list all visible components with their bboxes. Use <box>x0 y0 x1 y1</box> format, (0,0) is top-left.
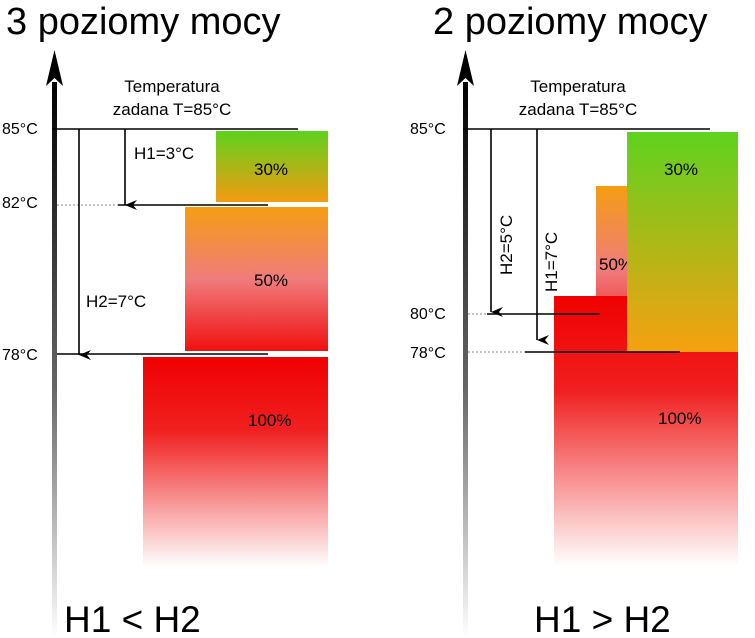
left-caption: H1 < H2 <box>64 599 201 638</box>
left-label-30: 30% <box>254 160 288 179</box>
left-title: 3 poziomy mocy <box>6 1 281 43</box>
left-setpoint-line1: Temperatura <box>124 77 220 96</box>
right-tick-85: 85°C <box>410 121 446 138</box>
right-h2-label: H2=5°C <box>497 215 516 275</box>
right-label-30: 30% <box>664 160 698 179</box>
right-setpoint-line1: Temperatura <box>530 77 626 96</box>
left-setpoint-line2: zadana T=85°C <box>113 100 232 119</box>
right-caption: H1 > H2 <box>534 599 671 638</box>
right-axis-arrow-icon <box>457 50 474 86</box>
left-h1-label: H1=3°C <box>134 144 194 163</box>
right-temperature-axis <box>463 82 468 638</box>
right-tick-80: 80°C <box>410 306 446 323</box>
right-label-50: 50% <box>599 255 633 274</box>
left-block-100 <box>143 357 328 567</box>
left-label-50: 50% <box>254 271 288 290</box>
right-h1-label: H1=7°C <box>542 232 561 292</box>
right-block-30 <box>627 132 738 352</box>
right-title: 2 poziomy mocy <box>433 1 708 43</box>
left-tick-82: 82°C <box>2 195 38 212</box>
right-tick-78: 78°C <box>410 345 446 362</box>
right-panel: 2 poziomy mocy Temperatura zadana T=85°C… <box>410 1 738 638</box>
left-axis-arrow-icon <box>46 50 63 86</box>
right-setpoint-line2: zadana T=85°C <box>519 100 638 119</box>
left-label-100: 100% <box>248 411 291 430</box>
left-panel: 3 poziomy mocy Temperatura zadana T=85°C… <box>2 1 328 638</box>
left-block-30 <box>216 131 328 202</box>
right-label-100: 100% <box>658 409 701 428</box>
left-block-50 <box>185 207 328 351</box>
left-temperature-axis <box>52 82 57 638</box>
left-tick-85: 85°C <box>2 121 38 138</box>
left-h2-label: H2=7°C <box>86 292 146 311</box>
left-tick-78: 78°C <box>2 347 38 364</box>
